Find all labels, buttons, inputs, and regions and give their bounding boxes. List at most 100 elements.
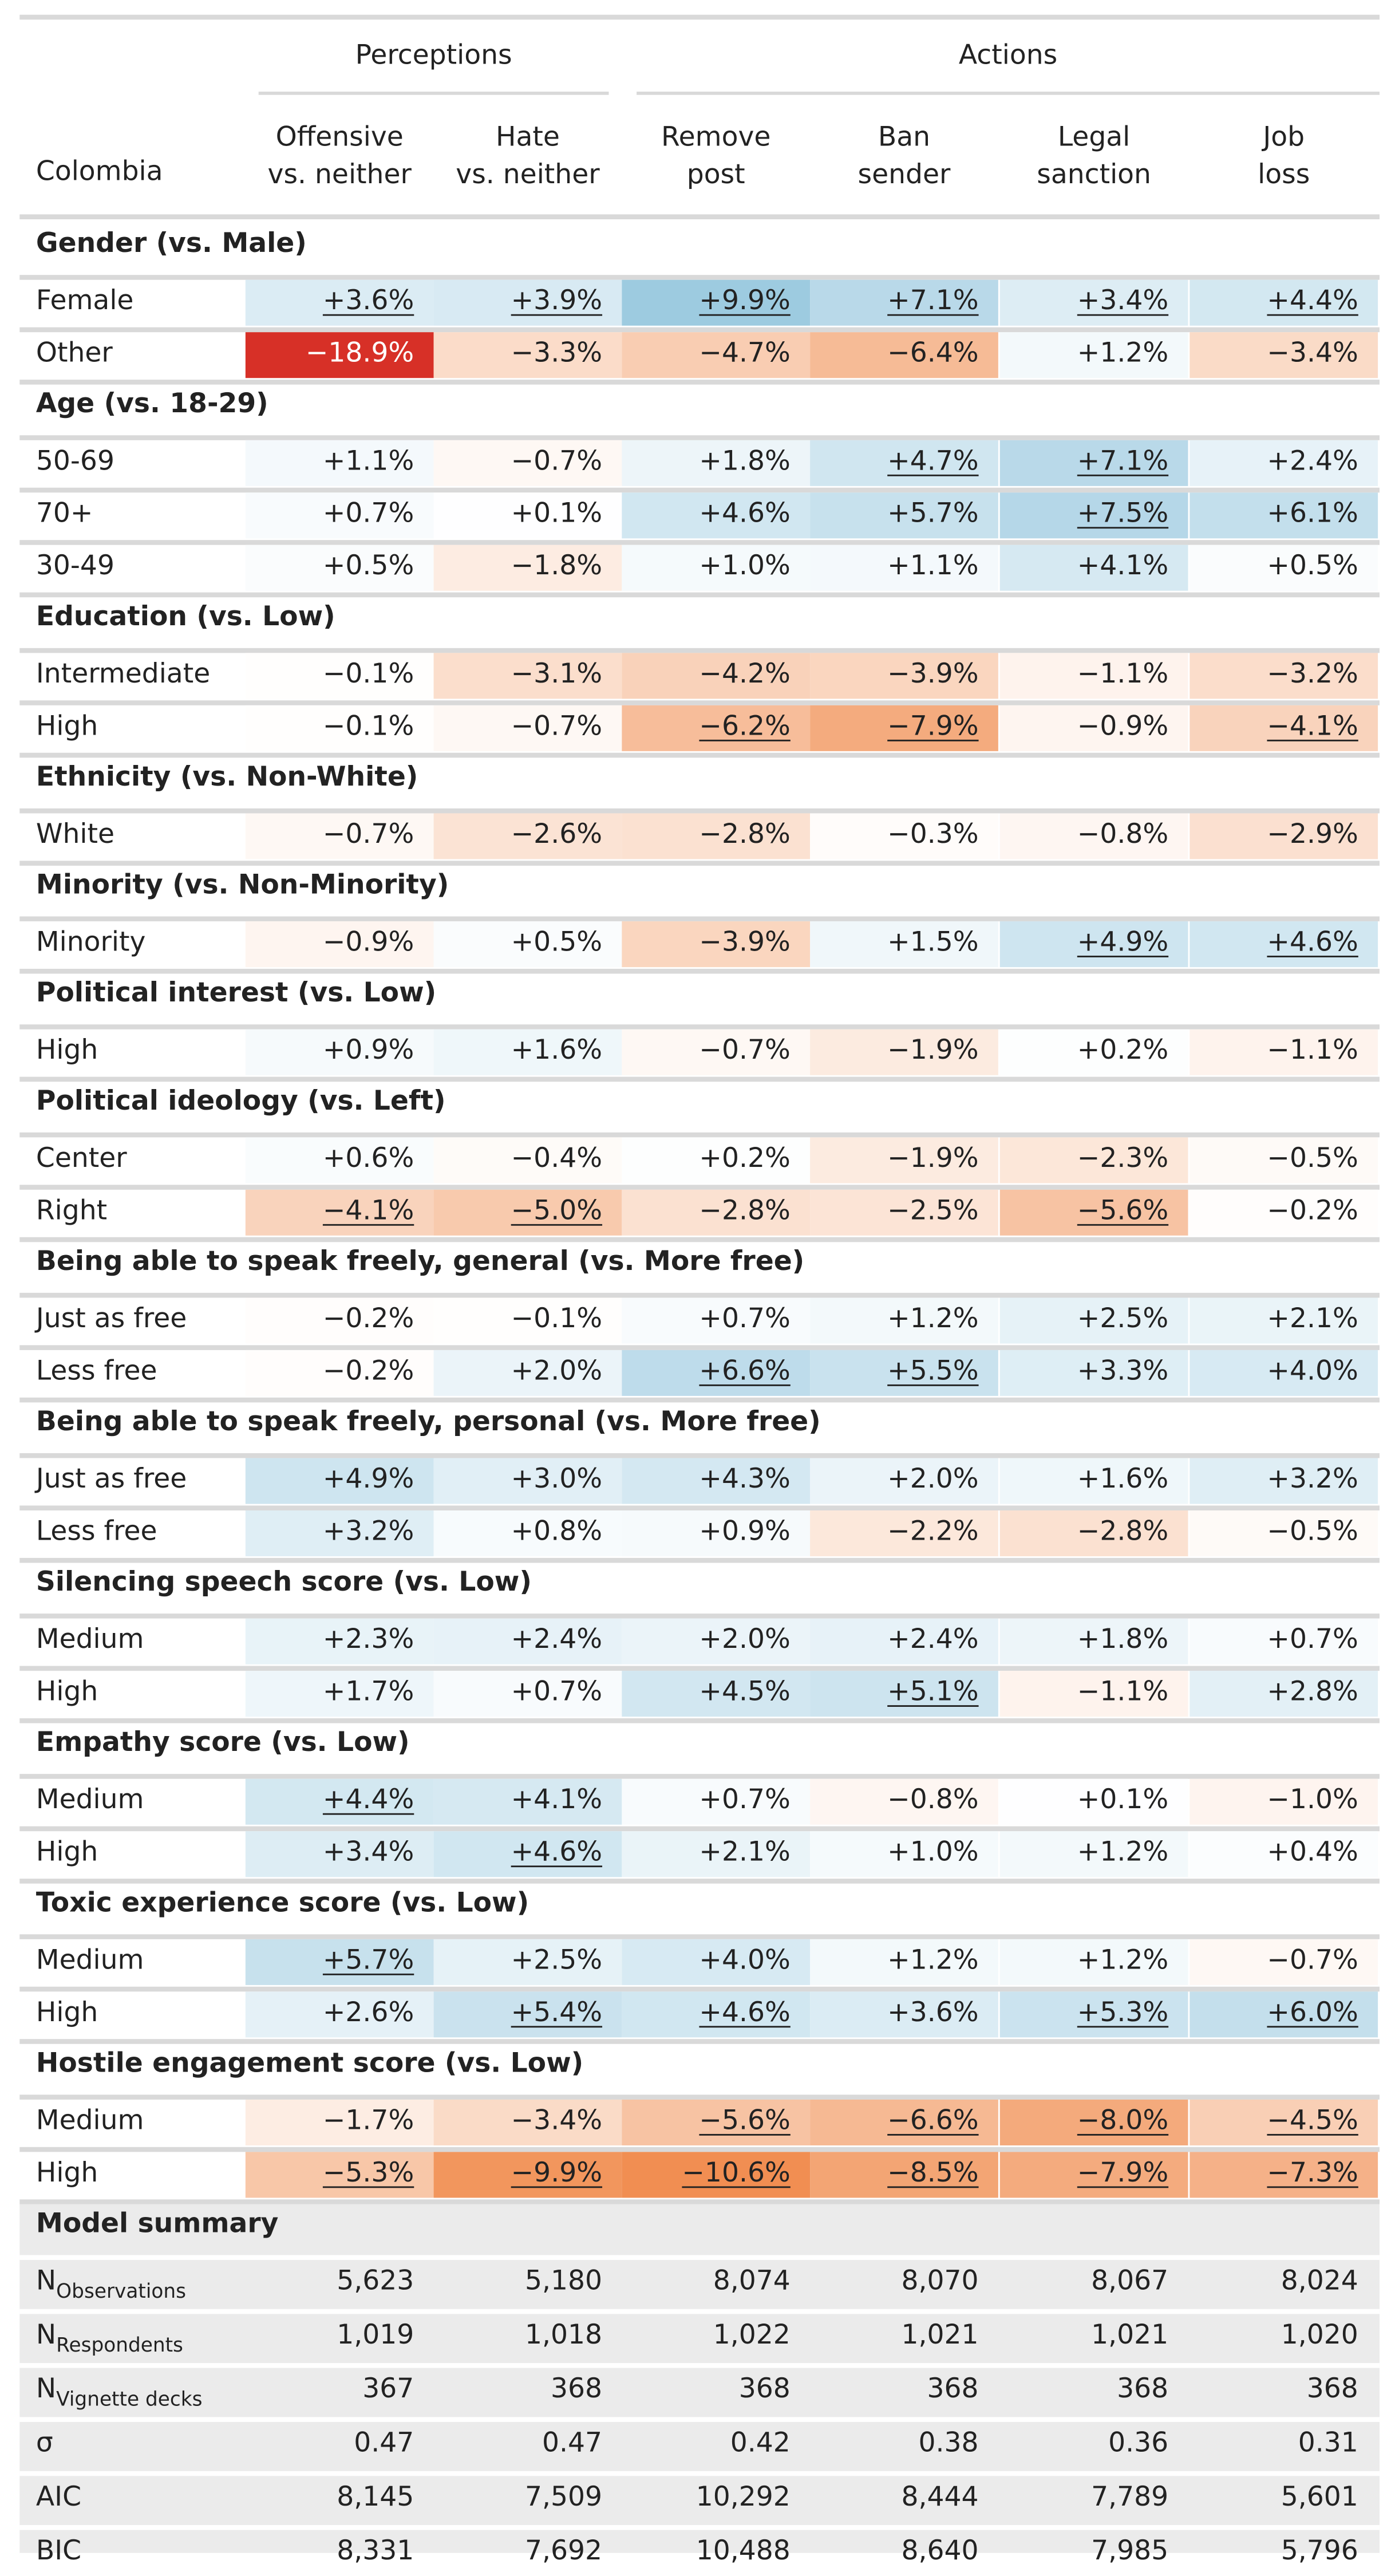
value-label: +1.6% (1077, 1463, 1169, 1494)
value-cell: +0.4% (1190, 1831, 1378, 1877)
value-label: +4.4% (1267, 285, 1358, 316)
section-title: Ethnicity (vs. Non-White) (35, 761, 418, 792)
value-label: +1.5% (887, 926, 979, 957)
summary-label: NRespondents (36, 2319, 183, 2357)
value-label: +0.5% (511, 926, 603, 957)
row-label: High (35, 710, 98, 741)
value-cell: +2.8% (1190, 1671, 1378, 1717)
summary-cell: 367 (246, 2368, 434, 2414)
value-label: +5.4% (511, 1996, 603, 2028)
value-cell: −0.7% (433, 705, 622, 751)
value-label: −0.4% (511, 1142, 603, 1174)
row-label: Female (35, 285, 134, 316)
value-cell: −8.0% (999, 2099, 1188, 2145)
value-label: −2.9% (1267, 818, 1358, 850)
value-cell: −1.1% (999, 1671, 1188, 1717)
summary-value: 0.42 (730, 2427, 791, 2458)
value-label: −0.2% (322, 1355, 414, 1386)
row-rule (19, 1024, 1380, 1029)
value-label: +2.1% (699, 1836, 791, 1868)
value-label: +2.4% (1267, 445, 1358, 476)
table-row: Right −4.1% −5.0% −2.8% −2.5% −5.6% −0.2% (19, 1189, 1380, 1236)
row-rule (19, 916, 1380, 922)
summary-cell: 7,985 (1000, 2530, 1188, 2576)
summary-cell: 8,444 (810, 2476, 998, 2522)
value-cell: +2.0% (810, 1458, 998, 1504)
value-cell: −6.4% (810, 332, 998, 378)
section-title: Being able to speak freely, personal (vs… (35, 1406, 821, 1437)
value-label: +5.7% (322, 1944, 414, 1975)
value-label: +2.1% (1267, 1303, 1358, 1334)
value-label: +9.9% (699, 285, 791, 316)
row-rule (19, 1345, 1380, 1350)
value-label: −1.1% (1267, 1034, 1358, 1066)
table-row: Medium −1.7% −3.4% −5.6% −6.6% −8.0% −4.5% (19, 2099, 1380, 2145)
summary-value: 1,018 (524, 2318, 603, 2350)
row-label: White (35, 818, 115, 850)
value-label: −1.9% (887, 1034, 979, 1066)
summary-value: 5,180 (524, 2265, 603, 2296)
value-cell: +1.1% (245, 440, 434, 486)
row-label: Right (35, 1194, 108, 1226)
value-label: −4.7% (699, 337, 791, 369)
value-label: −0.5% (1267, 1142, 1358, 1174)
value-label: +0.7% (699, 1303, 791, 1334)
value-cell: +4.4% (1190, 279, 1378, 326)
value-label: −3.4% (511, 2104, 603, 2136)
value-label: −1.0% (1267, 1784, 1358, 1815)
row-label: Intermediate (35, 657, 211, 689)
value-label: +4.9% (322, 1463, 414, 1494)
summary-row: NVignette decks 367 368 368 368 368 368 (19, 2368, 1380, 2414)
value-label: −8.0% (1077, 2104, 1169, 2136)
row-rule (19, 2255, 1380, 2261)
value-cell: −3.9% (622, 921, 811, 968)
summary-cell: 5,796 (1190, 2530, 1378, 2576)
value-cell: +0.7% (433, 1671, 622, 1717)
value-label: −7.9% (1077, 2156, 1169, 2188)
value-label: +4.6% (1267, 926, 1358, 957)
value-cell: −6.6% (810, 2099, 998, 2145)
value-label: −2.8% (1077, 1515, 1169, 1547)
value-label: −0.1% (322, 710, 414, 741)
value-label: +2.3% (322, 1623, 414, 1655)
value-label: −0.7% (1267, 1944, 1358, 1975)
section-header: Hostile engagement score (vs. Low) (19, 2044, 1380, 2093)
summary-cell: 368 (1000, 2368, 1188, 2414)
section-header: Education (vs. Low) (19, 597, 1380, 646)
value-label: +0.7% (511, 1675, 603, 1707)
value-cell: +1.2% (999, 332, 1188, 378)
table-row: 30-49 +0.5% −1.8% +1.0% +1.1% +4.1% +0.5% (19, 545, 1380, 591)
row-label: High (35, 1836, 98, 1868)
value-cell: +5.5% (810, 1350, 998, 1396)
value-cell: +0.7% (245, 492, 434, 539)
value-label: +5.3% (1077, 1996, 1169, 2028)
section-header: Age (vs. 18-29) (19, 385, 1380, 434)
value-cell: +2.0% (433, 1350, 622, 1396)
summary-label-main: N (35, 2373, 57, 2404)
table-row: White −0.7% −2.6% −2.8% −0.3% −0.8% −2.9% (19, 813, 1380, 859)
top-rule (19, 14, 1380, 20)
section-header: Being able to speak freely, general (vs.… (19, 1242, 1380, 1291)
section-rule (19, 592, 1380, 598)
value-cell: −4.1% (1190, 705, 1378, 751)
value-label: −1.1% (1077, 657, 1169, 689)
value-cell: +4.9% (999, 921, 1188, 968)
value-label: +0.4% (1267, 1836, 1358, 1868)
summary-value: 1,019 (337, 2318, 414, 2350)
value-label: −0.2% (322, 1303, 414, 1334)
summary-value: 8,074 (713, 2265, 791, 2296)
value-label: −1.1% (1077, 1675, 1169, 1707)
row-rule (19, 2363, 1380, 2368)
summary-label-subscript: Observations (56, 2279, 186, 2303)
value-label: +6.6% (699, 1355, 791, 1386)
row-rule (19, 1614, 1380, 1619)
model-summary-background (19, 2204, 1380, 2553)
value-label: −3.4% (1267, 337, 1358, 369)
value-label: +4.6% (699, 1996, 791, 2028)
value-label: +1.2% (1077, 1944, 1169, 1975)
value-label: +4.3% (699, 1463, 791, 1494)
value-cell: −18.9% (245, 332, 434, 378)
value-label: +1.1% (887, 550, 979, 581)
value-cell: −5.3% (245, 2152, 434, 2198)
value-cell: +3.2% (1190, 1458, 1378, 1504)
